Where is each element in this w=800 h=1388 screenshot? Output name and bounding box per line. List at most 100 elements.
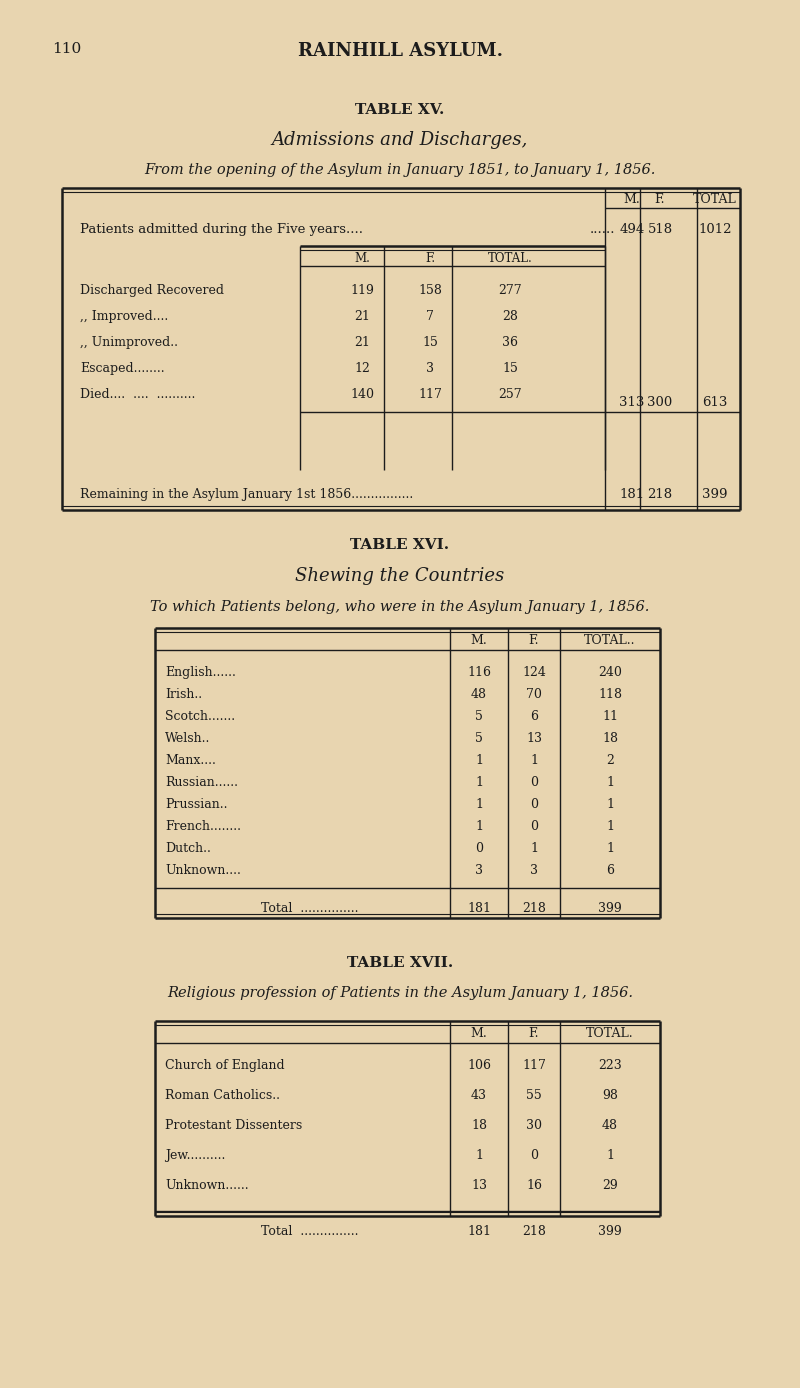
Text: 1: 1 [475, 1149, 483, 1162]
Text: 1: 1 [475, 820, 483, 833]
Text: 36: 36 [502, 336, 518, 348]
Text: Shewing the Countries: Shewing the Countries [295, 568, 505, 584]
Text: 240: 240 [598, 666, 622, 679]
Text: 11: 11 [602, 711, 618, 723]
Text: 0: 0 [475, 843, 483, 855]
Text: Escaped........: Escaped........ [80, 362, 165, 375]
Text: 12: 12 [354, 362, 370, 375]
Text: F.: F. [425, 253, 435, 265]
Text: 300: 300 [647, 396, 673, 409]
Text: 13: 13 [471, 1178, 487, 1192]
Text: 518: 518 [647, 223, 673, 236]
Text: Scotch.......: Scotch....... [165, 711, 235, 723]
Text: 15: 15 [502, 362, 518, 375]
Text: 218: 218 [522, 1226, 546, 1238]
Text: 1: 1 [475, 798, 483, 811]
Text: 1: 1 [475, 776, 483, 788]
Text: RAINHILL ASYLUM.: RAINHILL ASYLUM. [298, 42, 502, 60]
Text: 6: 6 [606, 863, 614, 877]
Text: 0: 0 [530, 776, 538, 788]
Text: TOTAL.: TOTAL. [488, 253, 532, 265]
Text: 399: 399 [598, 902, 622, 915]
Text: 0: 0 [530, 820, 538, 833]
Text: 3: 3 [530, 863, 538, 877]
Text: Dutch..: Dutch.. [165, 843, 211, 855]
Text: TABLE XVI.: TABLE XVI. [350, 539, 450, 552]
Text: Irish..: Irish.. [165, 688, 202, 701]
Text: Jew..........: Jew.......... [165, 1149, 226, 1162]
Text: 119: 119 [350, 285, 374, 297]
Text: From the opening of the Asylum in January 1851, to January 1, 1856.: From the opening of the Asylum in Januar… [144, 162, 656, 178]
Text: English......: English...... [165, 666, 236, 679]
Text: 1: 1 [606, 776, 614, 788]
Text: 30: 30 [526, 1119, 542, 1133]
Text: 494: 494 [619, 223, 645, 236]
Text: 158: 158 [418, 285, 442, 297]
Text: 18: 18 [602, 731, 618, 745]
Text: 21: 21 [354, 336, 370, 348]
Text: 15: 15 [422, 336, 438, 348]
Text: To which Patients belong, who were in the Asylum January 1, 1856.: To which Patients belong, who were in th… [150, 600, 650, 613]
Text: 1: 1 [606, 843, 614, 855]
Text: Manx....: Manx.... [165, 754, 216, 768]
Text: 1: 1 [606, 1149, 614, 1162]
Text: TOTAL: TOTAL [693, 193, 737, 205]
Text: ,, Improved....: ,, Improved.... [80, 310, 168, 323]
Text: Unknown....: Unknown.... [165, 863, 241, 877]
Text: 13: 13 [526, 731, 542, 745]
Text: 1012: 1012 [698, 223, 732, 236]
Text: 223: 223 [598, 1059, 622, 1072]
Text: F.: F. [529, 1027, 539, 1040]
Text: TOTAL.: TOTAL. [586, 1027, 634, 1040]
Text: 117: 117 [522, 1059, 546, 1072]
Text: Protestant Dissenters: Protestant Dissenters [165, 1119, 302, 1133]
Text: 1: 1 [606, 820, 614, 833]
Text: 218: 218 [647, 489, 673, 501]
Text: 399: 399 [702, 489, 728, 501]
Text: 21: 21 [354, 310, 370, 323]
Text: 124: 124 [522, 666, 546, 679]
Text: 1: 1 [530, 843, 538, 855]
Text: 257: 257 [498, 389, 522, 401]
Text: 106: 106 [467, 1059, 491, 1072]
Text: 118: 118 [598, 688, 622, 701]
Text: Unknown......: Unknown...... [165, 1178, 249, 1192]
Text: 6: 6 [530, 711, 538, 723]
Text: Church of England: Church of England [165, 1059, 285, 1072]
Text: Admissions and Discharges,: Admissions and Discharges, [272, 130, 528, 149]
Text: 5: 5 [475, 731, 483, 745]
Text: French........: French........ [165, 820, 241, 833]
Text: Religious profession of Patients in the Asylum January 1, 1856.: Religious profession of Patients in the … [167, 985, 633, 999]
Text: 18: 18 [471, 1119, 487, 1133]
Text: 110: 110 [52, 42, 82, 56]
Text: 277: 277 [498, 285, 522, 297]
Text: 0: 0 [530, 1149, 538, 1162]
Text: M.: M. [624, 193, 640, 205]
Text: TABLE XVII.: TABLE XVII. [347, 956, 453, 970]
Text: 181: 181 [467, 902, 491, 915]
Text: 1: 1 [606, 798, 614, 811]
Text: Discharged Recovered: Discharged Recovered [80, 285, 224, 297]
Text: Russian......: Russian...... [165, 776, 238, 788]
Text: Died....  ....  ..........: Died.... .... .......... [80, 389, 195, 401]
Text: 1: 1 [475, 754, 483, 768]
Text: 1: 1 [530, 754, 538, 768]
Text: 613: 613 [702, 396, 728, 409]
Text: 0: 0 [530, 798, 538, 811]
Text: 116: 116 [467, 666, 491, 679]
Text: M.: M. [354, 253, 370, 265]
Text: F.: F. [529, 634, 539, 647]
Text: M.: M. [470, 634, 487, 647]
Text: 43: 43 [471, 1090, 487, 1102]
Text: Total  ...............: Total ............... [262, 902, 358, 915]
Text: Remaining in the Asylum January 1st 1856................: Remaining in the Asylum January 1st 1856… [80, 489, 414, 501]
Text: 7: 7 [426, 310, 434, 323]
Text: M.: M. [470, 1027, 487, 1040]
Text: 140: 140 [350, 389, 374, 401]
Text: 29: 29 [602, 1178, 618, 1192]
Text: 399: 399 [598, 1226, 622, 1238]
Text: 181: 181 [467, 1226, 491, 1238]
Text: ,, Unimproved..: ,, Unimproved.. [80, 336, 178, 348]
Text: 181: 181 [619, 489, 645, 501]
Text: 313: 313 [619, 396, 645, 409]
